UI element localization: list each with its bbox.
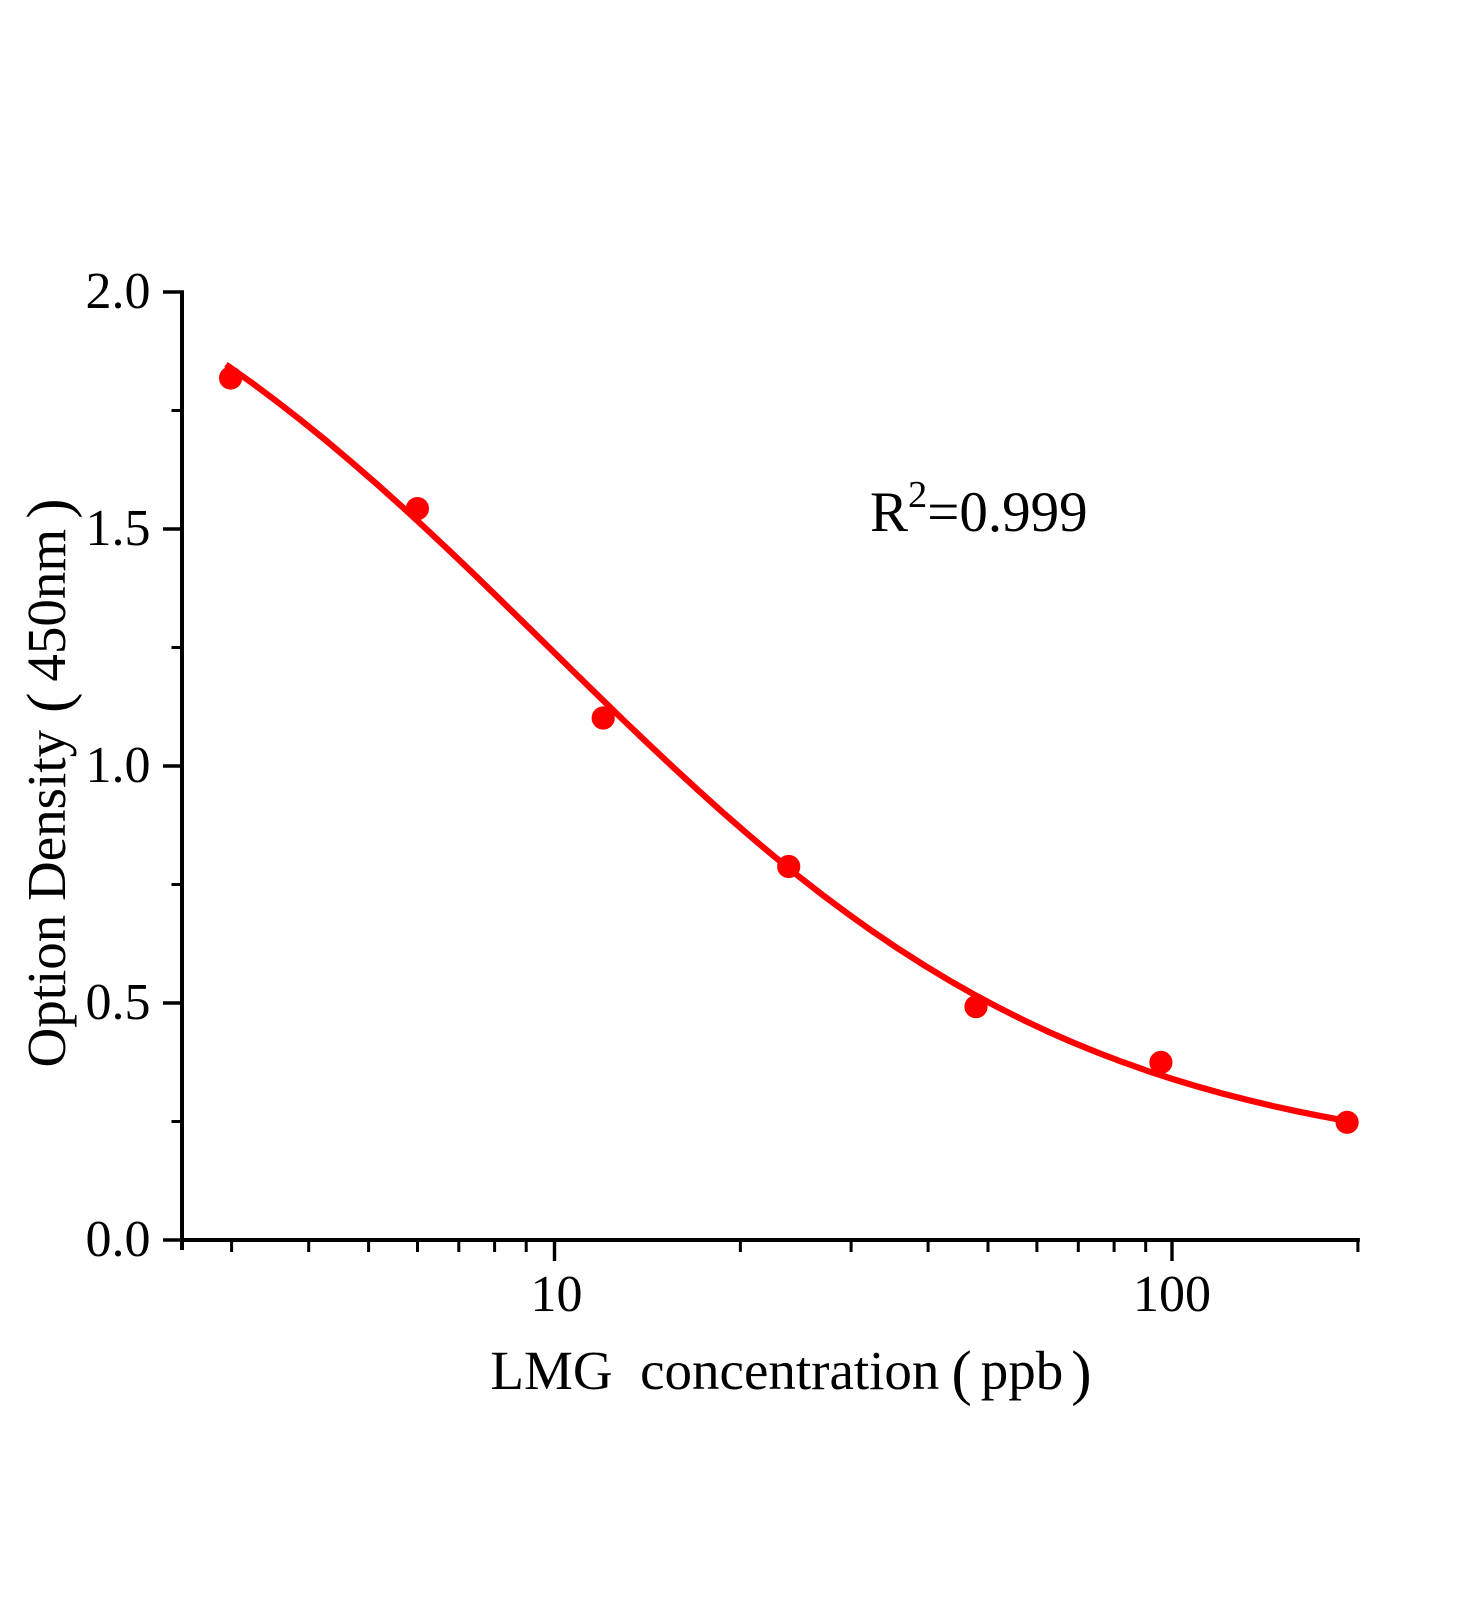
svg-text:LMG concentration(ppb): LMG concentration(ppb) [490,1340,1091,1407]
svg-text:0.5: 0.5 [86,974,151,1031]
svg-text:0.0: 0.0 [86,1211,151,1268]
svg-text:R2=0.999: R2=0.999 [870,474,1088,544]
svg-text:1.0: 1.0 [86,737,151,794]
svg-text:1.5: 1.5 [86,500,151,557]
svg-text:2.0: 2.0 [86,263,151,320]
svg-text:10: 10 [531,1266,583,1323]
svg-text:100: 100 [1133,1266,1211,1323]
svg-text:Option Density(450nm): Option Density(450nm) [16,498,83,1067]
